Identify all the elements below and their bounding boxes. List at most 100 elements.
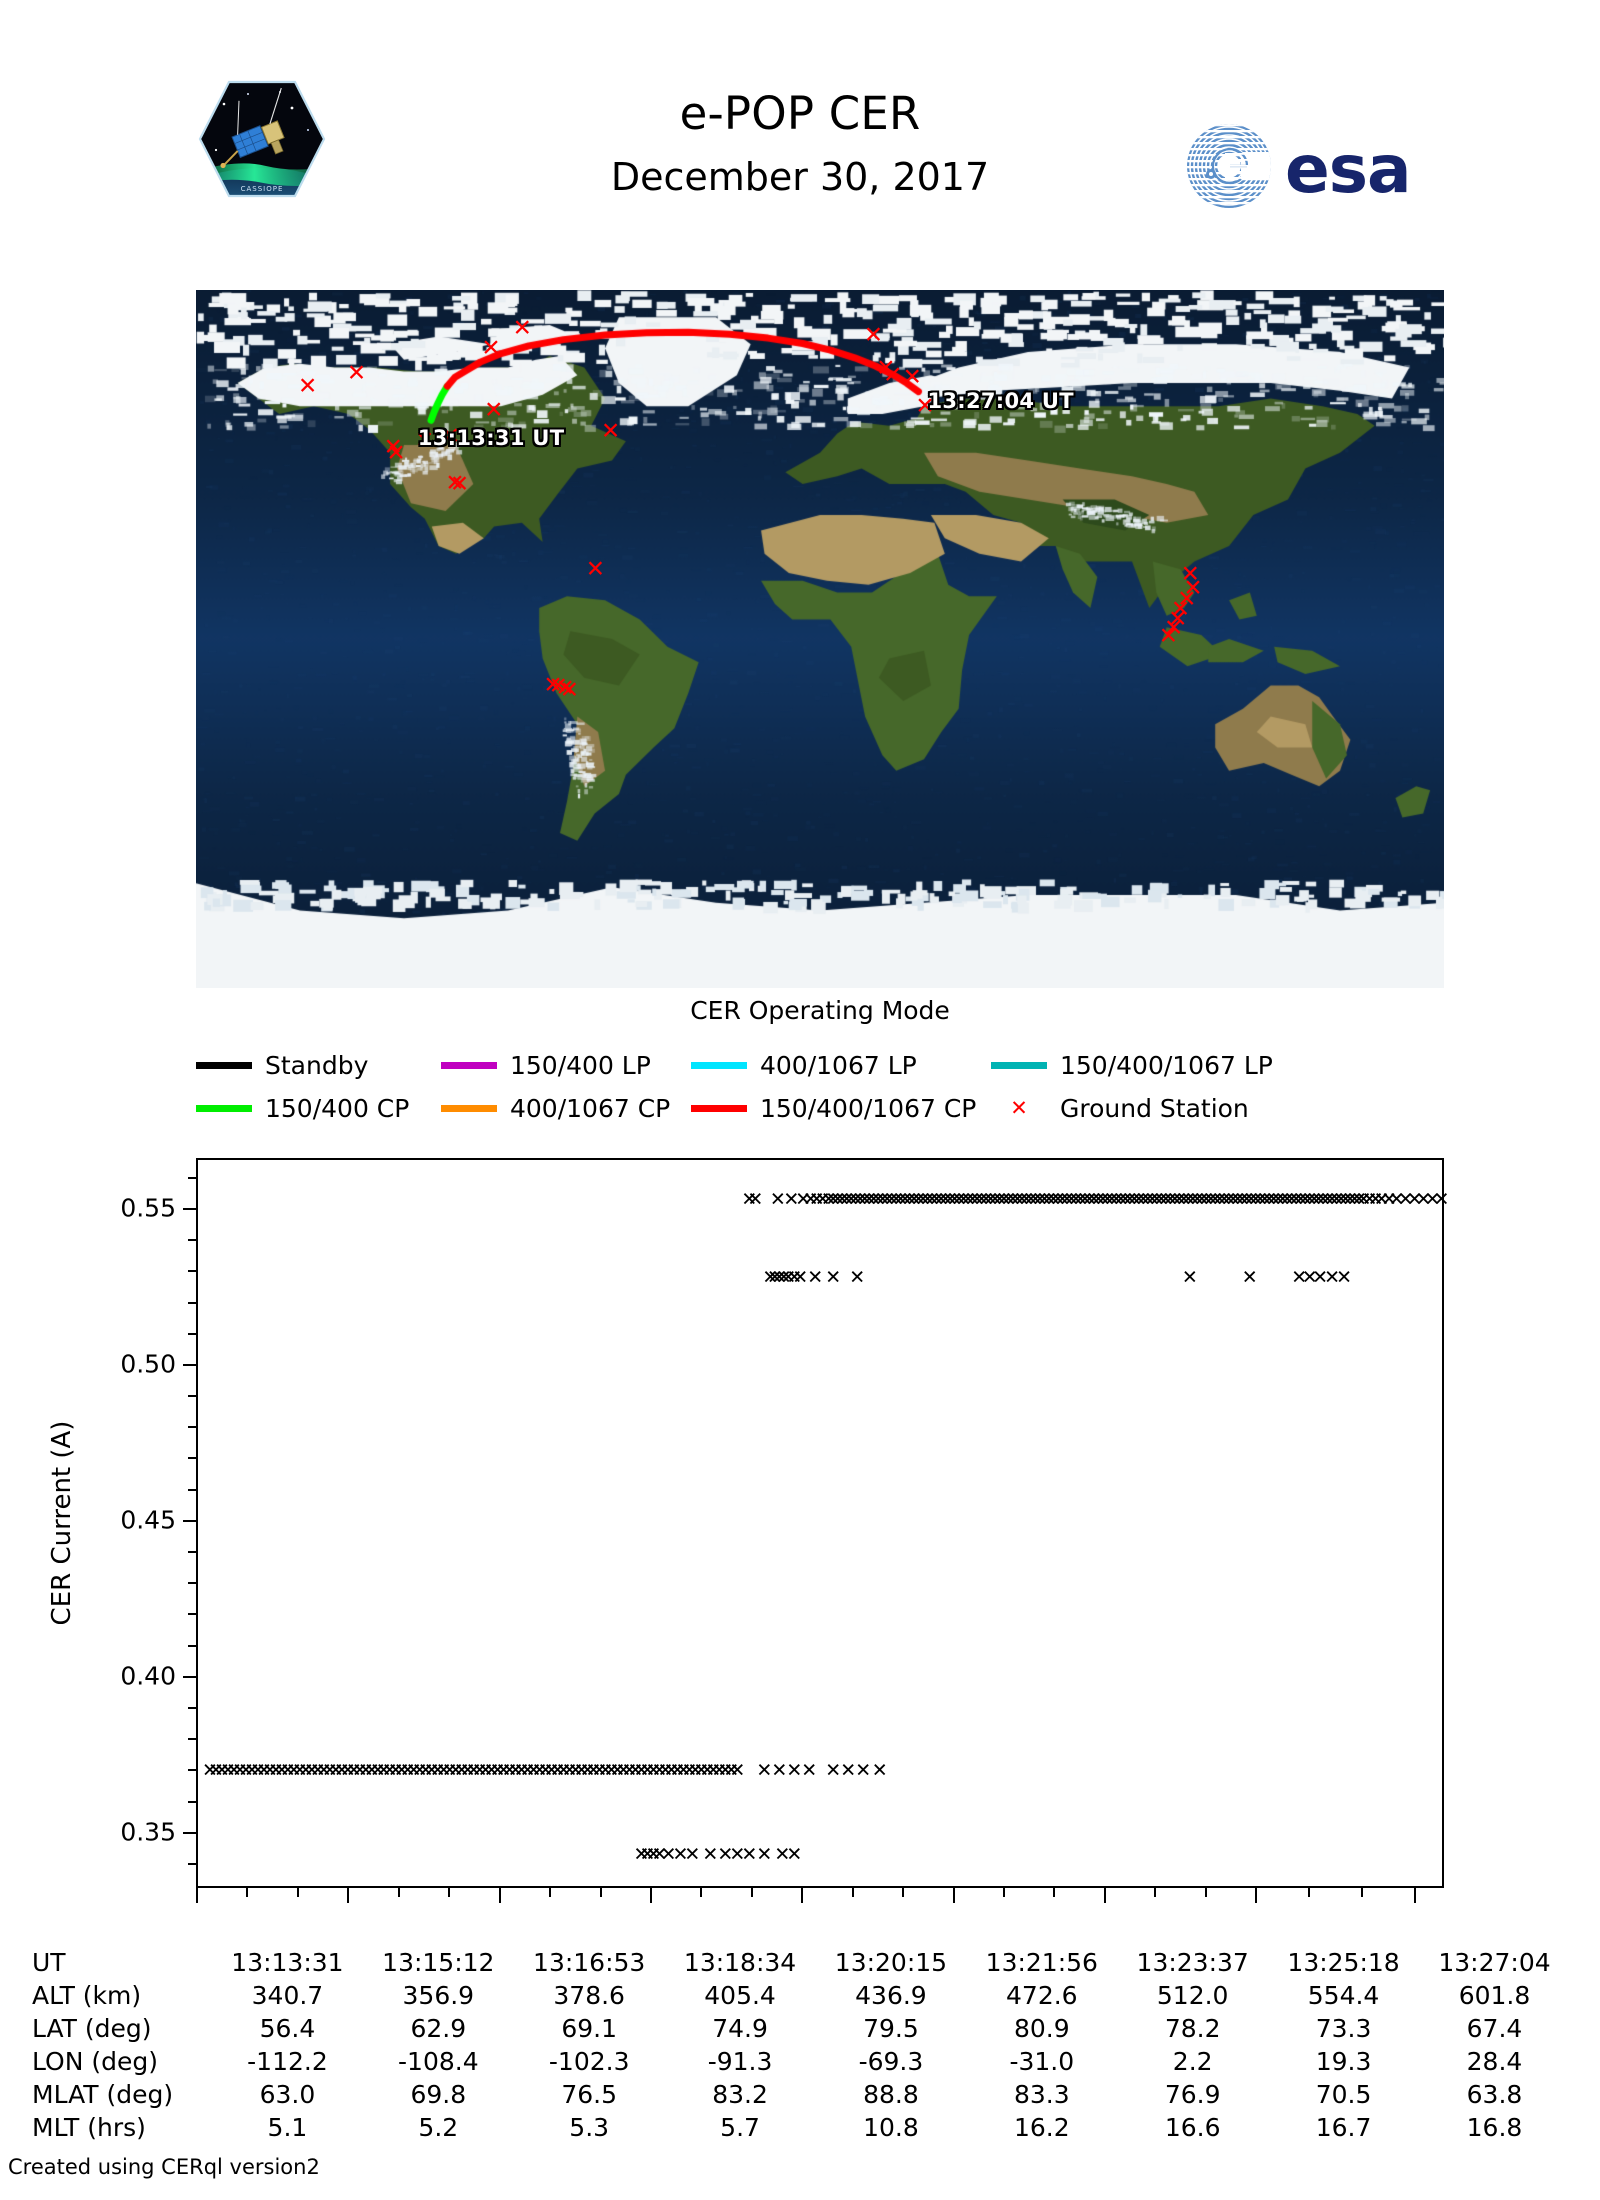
table-row-label: MLT (hrs) <box>30 2111 212 2144</box>
table-row-label: UT <box>30 1946 212 1979</box>
x-tick-minor <box>246 1888 248 1897</box>
table-cell: -112.2 <box>212 2045 363 2078</box>
page-header: CASSIOPE e-POP CER December 30, 2017 <box>0 0 1600 270</box>
x-tick-minor <box>1205 1888 1207 1897</box>
page-title: e-POP CER <box>400 90 1200 138</box>
title-block: e-POP CER December 30, 2017 <box>400 90 1200 198</box>
data-point-marker: ✕ <box>855 1761 871 1780</box>
legend-label: 400/1067 LP <box>760 1051 917 1080</box>
data-point-marker: ✕ <box>729 1761 745 1780</box>
x-tick-major <box>1104 1888 1106 1903</box>
table-cell: -31.0 <box>966 2045 1117 2078</box>
legend-color-swatch <box>196 1062 252 1069</box>
y-tick-minor <box>188 1239 196 1241</box>
table-cell: 13:27:04 <box>1419 1946 1570 1979</box>
x-tick-minor <box>1003 1888 1005 1897</box>
legend-label: Standby <box>265 1051 368 1080</box>
table-row: LON (deg) -112.2 -108.4 -102.3 -91.3 -69.3 -31… <box>30 2045 1570 2078</box>
track-end-time-label: 13:27:04 UT <box>927 389 1073 413</box>
y-tick-minor <box>188 1738 196 1740</box>
x-tick-minor <box>1053 1888 1055 1897</box>
data-point-marker: ✕ <box>807 1268 823 1287</box>
table-cell: 13:25:18 <box>1268 1946 1419 1979</box>
table-cell: 436.9 <box>816 1979 967 2012</box>
data-point-marker: ✕ <box>801 1761 817 1780</box>
y-tick-major <box>183 1208 196 1210</box>
y-tick-label: 0.50 <box>0 1349 176 1378</box>
page-subtitle-date: December 30, 2017 <box>400 158 1200 198</box>
data-point-marker: ✕ <box>786 1761 802 1780</box>
y-tick-minor <box>188 1582 196 1584</box>
legend-label: Ground Station <box>1060 1094 1249 1123</box>
data-point-marker: ✕ <box>825 1761 841 1780</box>
data-point-marker: ✕ <box>1182 1268 1198 1287</box>
table-cell: -91.3 <box>665 2045 816 2078</box>
esa-wordmark: esa <box>1285 131 1411 208</box>
table-cell: 5.2 <box>363 2111 514 2144</box>
x-tick-minor <box>1308 1888 1310 1897</box>
table-cell: 78.2 <box>1117 2012 1268 2045</box>
y-tick-minor <box>188 1426 196 1428</box>
data-point-marker: ✕ <box>741 1846 757 1865</box>
table-cell: 378.6 <box>514 1979 665 2012</box>
data-point-marker: ✕ <box>825 1268 841 1287</box>
table-cell: 63.0 <box>212 2078 363 2111</box>
y-tick-major <box>183 1676 196 1678</box>
x-tick-major <box>1414 1888 1416 1903</box>
y-tick-label: 0.55 <box>0 1193 176 1222</box>
legend-color-swatch <box>196 1105 252 1112</box>
legend-color-swatch <box>441 1105 497 1112</box>
x-tick-minor <box>297 1888 299 1897</box>
legend-label: 400/1067 CP <box>510 1094 670 1123</box>
y-tick-minor <box>188 1395 196 1397</box>
svg-text:CASSIOPE: CASSIOPE <box>241 185 284 193</box>
legend-standby: Standby <box>196 1051 441 1080</box>
table-cell: 16.8 <box>1419 2111 1570 2144</box>
y-tick-minor <box>188 1801 196 1803</box>
x-tick-major <box>953 1888 955 1903</box>
x-tick-major <box>499 1888 501 1903</box>
y-tick-minor <box>188 1333 196 1335</box>
legend-row: 150/400 CP 400/1067 CP 150/400/1067 CP ✕ Gro… <box>196 1087 1466 1130</box>
legend-ground-station: ✕ Ground Station <box>991 1094 1321 1123</box>
data-point-marker: ✕ <box>840 1761 856 1780</box>
legend-150-400-1067-lp: 150/400/1067 LP <box>991 1051 1321 1080</box>
legend-150-400-1067-cp: 150/400/1067 CP <box>691 1094 991 1123</box>
y-tick-minor <box>188 1489 196 1491</box>
y-tick-minor <box>188 1302 196 1304</box>
table-cell: 5.7 <box>665 2111 816 2144</box>
legend-400-1067-lp: 400/1067 LP <box>691 1051 991 1080</box>
table-cell: 16.6 <box>1117 2111 1268 2144</box>
table-cell: 472.6 <box>966 1979 1117 2012</box>
x-tick-minor <box>1154 1888 1156 1897</box>
table-cell: 76.5 <box>514 2078 665 2111</box>
table-row-label: LON (deg) <box>30 2045 212 2078</box>
footer-note: Created using CERql version2 <box>8 2155 320 2179</box>
table-row-label: LAT (deg) <box>30 2012 212 2045</box>
table-row: ALT (km) 340.7 356.9 378.6 405.4 436.9 472.6 51… <box>30 1979 1570 2012</box>
data-point-marker: ✕ <box>1434 1190 1450 1209</box>
table-cell: 80.9 <box>966 2012 1117 2045</box>
y-tick-major <box>183 1364 196 1366</box>
table-cell: 19.3 <box>1268 2045 1419 2078</box>
x-tick-minor <box>1361 1888 1363 1897</box>
table-cell: 83.2 <box>665 2078 816 2111</box>
data-point-marker: ✕ <box>747 1190 763 1209</box>
table-cell: 70.5 <box>1268 2078 1419 2111</box>
legend-color-swatch <box>691 1105 747 1112</box>
table-cell: 2.2 <box>1117 2045 1268 2078</box>
table-cell: 79.5 <box>816 2012 967 2045</box>
data-point-marker: ✕ <box>1336 1268 1352 1287</box>
legend-label: 150/400 CP <box>265 1094 409 1123</box>
data-point-marker: ✕ <box>771 1761 787 1780</box>
table-cell: 13:23:37 <box>1117 1946 1268 1979</box>
table-cell: 83.3 <box>966 2078 1117 2111</box>
table-cell: 16.7 <box>1268 2111 1419 2144</box>
y-tick-label: 0.45 <box>0 1505 176 1534</box>
x-tick-minor <box>751 1888 753 1897</box>
map-imagery <box>196 290 1444 988</box>
table-cell: 13:13:31 <box>212 1946 363 1979</box>
legend-150-400-lp: 150/400 LP <box>441 1051 691 1080</box>
table-cell: 405.4 <box>665 1979 816 2012</box>
data-point-marker: ✕ <box>756 1761 772 1780</box>
